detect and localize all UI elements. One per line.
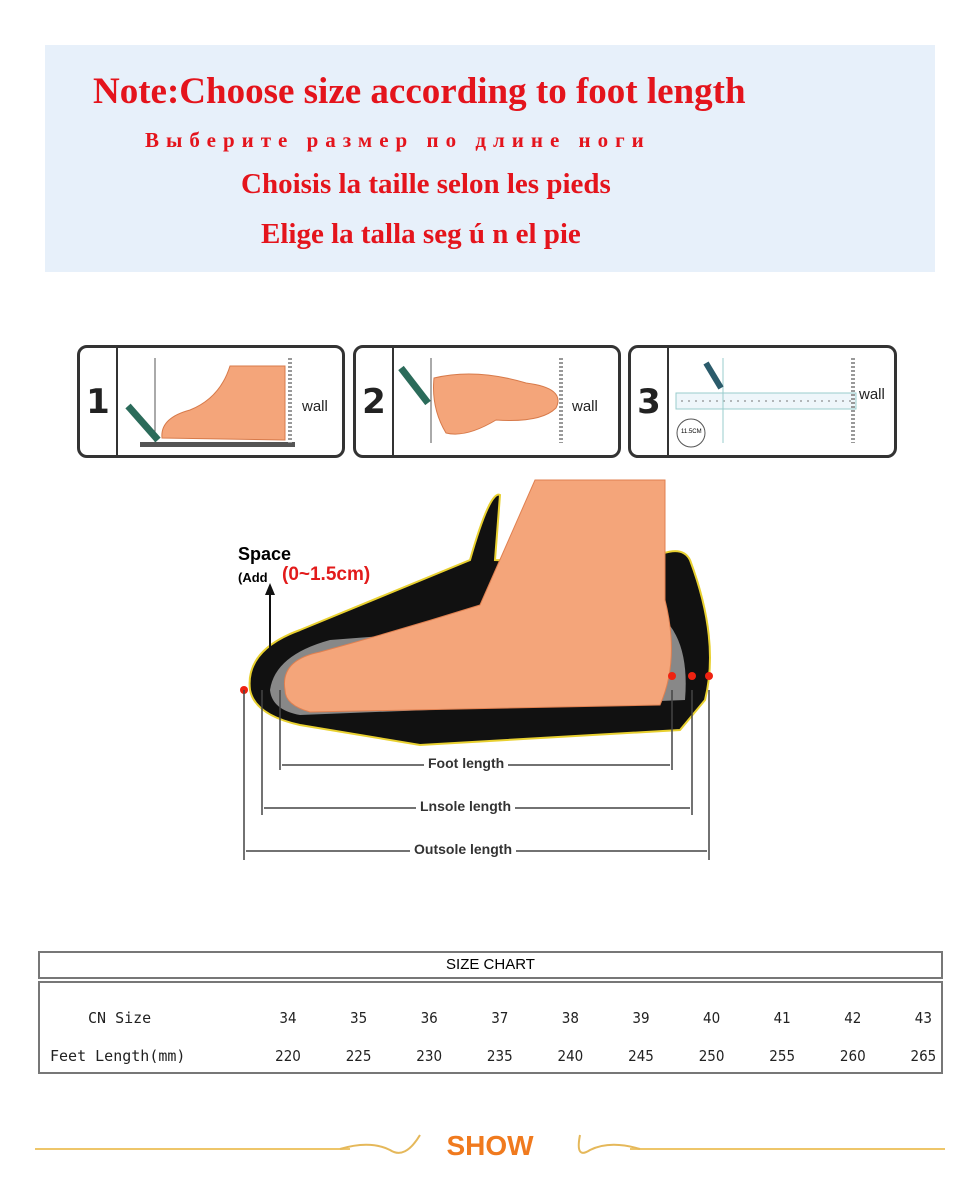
note-spanish: Elige la talla seg ú n el pie <box>261 218 581 250</box>
feet-length-cell: 240 <box>557 1047 584 1065</box>
row-label-cn-size: CN Size <box>88 1009 152 1027</box>
note-french: Choisis la taille selon les pieds <box>241 168 611 200</box>
ornament-divider <box>35 1134 945 1154</box>
wall-label: wall <box>572 398 598 415</box>
cn-size-cell: 34 <box>279 1009 297 1027</box>
feet-length-cell: 255 <box>769 1047 796 1065</box>
ruler-icon <box>675 358 857 448</box>
step-number: 3 <box>631 348 669 455</box>
row-label-feet-length: Feet Length(mm) <box>50 1047 186 1065</box>
step-panel-1: 1 wall <box>77 345 345 458</box>
ruler-badge: 11.5CM <box>681 429 702 435</box>
foot-length-label: Foot length <box>424 755 509 771</box>
feet-length-cell: 245 <box>628 1047 654 1065</box>
cn-size-cell: 38 <box>561 1009 579 1027</box>
cn-size-cell: 40 <box>703 1009 721 1027</box>
step-panel-2: 2 wall <box>353 345 621 458</box>
cn-size-cell: 36 <box>420 1009 438 1027</box>
insole-length-label: Lnsole length <box>416 798 515 814</box>
feet-length-cell: 250 <box>698 1047 725 1065</box>
feet-length-cell: 230 <box>416 1047 443 1065</box>
show-heading: SHOW <box>446 1130 534 1161</box>
note-english: Note:Choose size according to foot lengt… <box>93 71 746 112</box>
feet-length-cell: 260 <box>839 1047 866 1065</box>
foot-in-shoe-illustration <box>240 479 713 860</box>
cn-size-cell: 41 <box>773 1009 791 1027</box>
cn-size-cell: 37 <box>491 1009 509 1027</box>
feet-length-cell: 220 <box>275 1047 301 1065</box>
add-prefix: (Add <box>238 570 268 585</box>
cn-size-cell: 35 <box>350 1009 368 1027</box>
feet-length-cell: 235 <box>486 1047 513 1065</box>
add-range: (0~1.5cm) <box>282 564 371 585</box>
foot-side-icon <box>125 358 295 447</box>
note-russian: Выберите размер по длине ноги <box>145 128 651 152</box>
feet-length-cell: 265 <box>910 1047 937 1065</box>
step-number: 2 <box>356 348 394 455</box>
feet-length-cell: 225 <box>345 1047 372 1065</box>
wall-label: wall <box>859 386 885 403</box>
cn-size-cell: 42 <box>844 1009 862 1027</box>
wall-label: wall <box>302 398 328 415</box>
size-chart-title: SIZE CHART <box>38 951 943 979</box>
cn-size-cell: 39 <box>632 1009 650 1027</box>
step-panel-3: 3 11.5CM wall <box>628 345 897 458</box>
space-label: Space <box>238 544 292 564</box>
size-chart-table: CN Size Feet Length(mm) 34 220 35 225 36 230 3… <box>38 981 943 1074</box>
note-banner <box>45 45 935 272</box>
step-number: 1 <box>80 348 118 455</box>
cn-size-cell: 43 <box>914 1009 932 1027</box>
foot-top-icon <box>398 358 563 443</box>
outsole-length-label: Outsole length <box>410 841 516 857</box>
